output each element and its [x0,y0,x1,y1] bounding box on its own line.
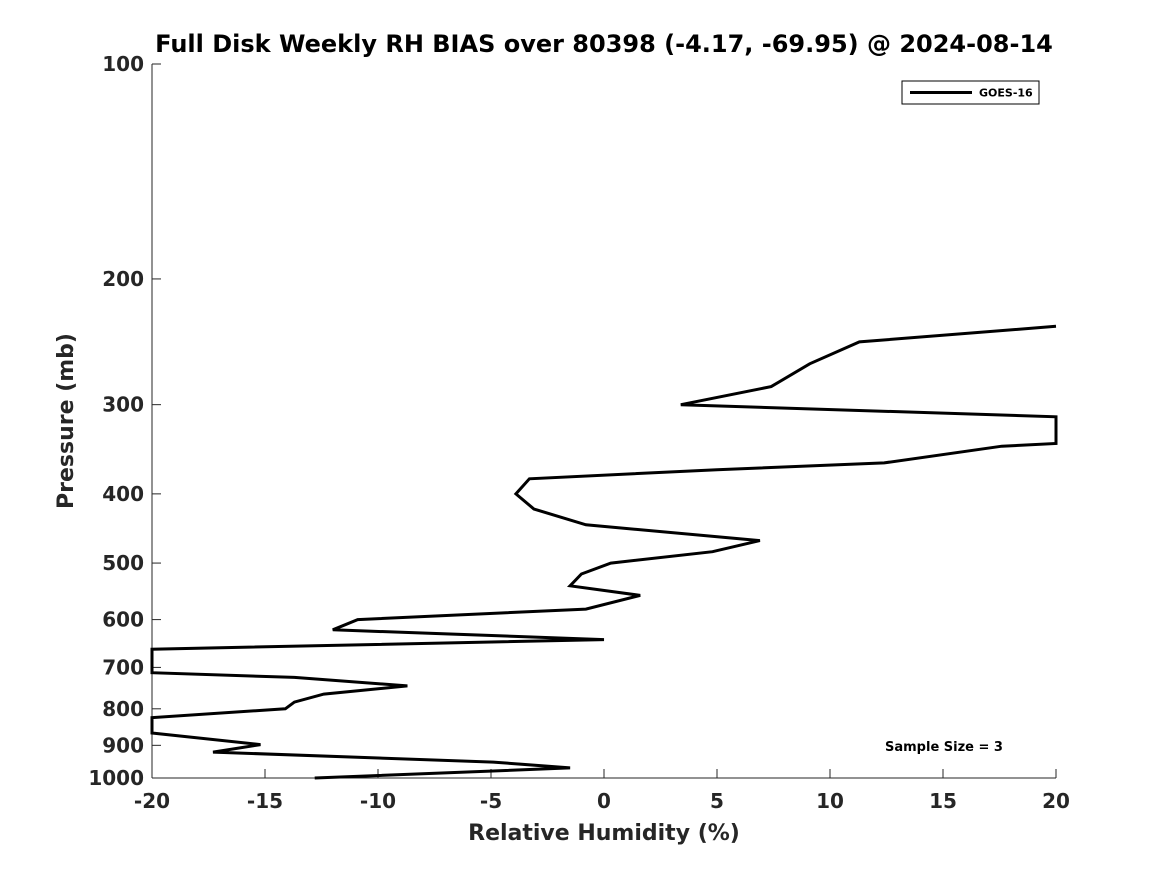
y-tick-label: 300 [102,393,144,417]
y-tick-label: 500 [102,551,144,575]
x-tick-label: 5 [710,789,724,813]
x-tick-label: 10 [816,789,844,813]
y-tick-label: 600 [102,608,144,632]
y-tick-label: 700 [102,655,144,679]
y-tick-label: 1000 [88,766,144,790]
series-line-goes-16 [150,324,1058,780]
x-tick-label: -20 [134,789,170,813]
x-tick-label: 15 [929,789,957,813]
y-tick-label: 100 [102,52,144,76]
y-axis-ticks: 100 200 300 400 500 600 700 800 900 1000 [88,52,161,790]
legend: GOES-16 [901,80,1040,105]
y-axis-label: Pressure (mb) [54,333,79,509]
y-tick-label: 900 [102,733,144,757]
x-tick-label: -10 [360,789,396,813]
chart-title: Full Disk Weekly RH BIAS over 80398 (-4.… [155,30,1053,58]
plot-axes [151,64,1056,779]
legend-label-goes-16: GOES-16 [979,87,1033,100]
x-tick-label: -5 [480,789,502,813]
y-tick-label: 200 [102,267,144,291]
x-tick-label: 20 [1042,789,1070,813]
x-axis-ticks: -20 -15 -10 -5 0 5 10 15 20 [134,769,1070,813]
data-series [150,324,1058,780]
x-axis-label: Relative Humidity (%) [468,821,740,846]
y-tick-label: 400 [102,482,144,506]
sample-size-annotation: Sample Size = 3 [885,740,1003,755]
x-tick-label: -15 [247,789,283,813]
x-tick-label: 0 [597,789,611,813]
y-tick-label: 800 [102,697,144,721]
